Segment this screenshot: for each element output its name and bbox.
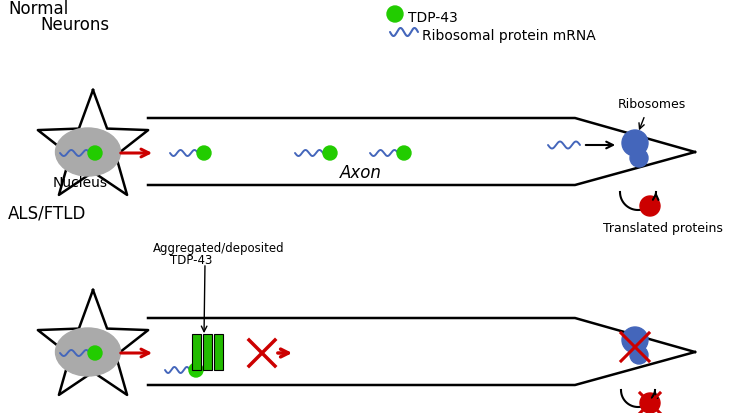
Polygon shape [38, 290, 148, 395]
Circle shape [189, 363, 203, 377]
Text: TDP-43: TDP-43 [408, 11, 458, 25]
Text: Normal: Normal [8, 0, 68, 18]
Ellipse shape [56, 328, 121, 376]
Polygon shape [148, 318, 695, 385]
Circle shape [397, 146, 411, 160]
Text: TDP-43: TDP-43 [170, 254, 212, 267]
Bar [214, 334, 223, 370]
Bar [192, 334, 201, 370]
Circle shape [88, 346, 102, 360]
Circle shape [197, 146, 211, 160]
Polygon shape [148, 118, 695, 185]
Circle shape [640, 393, 660, 413]
Text: Ribosomal protein mRNA: Ribosomal protein mRNA [422, 29, 596, 43]
Ellipse shape [56, 128, 121, 176]
Circle shape [88, 146, 102, 160]
Circle shape [640, 196, 660, 216]
Circle shape [622, 130, 648, 156]
Circle shape [387, 6, 403, 22]
Circle shape [622, 327, 648, 353]
Text: Aggregated/deposited: Aggregated/deposited [153, 242, 285, 255]
Text: Ribosomes: Ribosomes [618, 98, 686, 111]
Text: ALS/FTLD: ALS/FTLD [8, 204, 86, 222]
Circle shape [630, 149, 648, 167]
Text: Neurons: Neurons [40, 16, 110, 34]
Bar [203, 334, 212, 370]
Circle shape [630, 346, 648, 364]
Circle shape [323, 146, 337, 160]
Text: Nucleus: Nucleus [53, 176, 108, 190]
Text: Translated proteins: Translated proteins [603, 222, 723, 235]
Polygon shape [38, 90, 148, 195]
Text: Axon: Axon [340, 164, 382, 182]
